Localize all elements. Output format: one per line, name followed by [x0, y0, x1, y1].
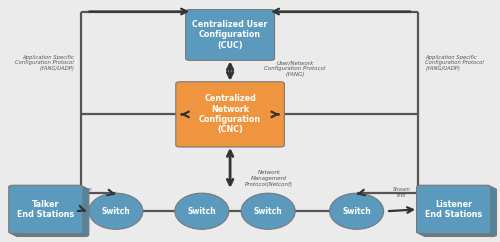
Text: Application Specific
Configuration Protocol
(YANG/UADP): Application Specific Configuration Proto… — [15, 55, 74, 71]
Ellipse shape — [89, 193, 143, 229]
FancyBboxPatch shape — [176, 82, 284, 147]
FancyBboxPatch shape — [12, 187, 86, 235]
Text: Switch: Switch — [342, 207, 371, 216]
Ellipse shape — [175, 193, 229, 229]
Text: Centralized User
Configuration
(CUC): Centralized User Configuration (CUC) — [192, 20, 268, 50]
Text: Application Specific
Configuration Protocol
(YANG/UADP): Application Specific Configuration Proto… — [426, 55, 484, 71]
FancyBboxPatch shape — [186, 10, 274, 60]
FancyBboxPatch shape — [422, 188, 496, 236]
Text: Switch: Switch — [188, 207, 216, 216]
FancyBboxPatch shape — [416, 185, 490, 234]
Text: Listener
End Stations: Listener End Stations — [425, 200, 482, 219]
Ellipse shape — [330, 193, 384, 229]
Text: Centralized
Network
Configuration
(CNC): Centralized Network Configuration (CNC) — [199, 94, 261, 135]
Text: User/Network
Configuration Protocol
(YANG): User/Network Configuration Protocol (YAN… — [264, 60, 326, 77]
Text: Talker
End Stations: Talker End Stations — [17, 200, 74, 219]
Text: Stream
Info: Stream Info — [75, 187, 93, 198]
Ellipse shape — [241, 193, 295, 229]
Text: Switch: Switch — [102, 207, 130, 216]
FancyBboxPatch shape — [9, 185, 83, 234]
FancyBboxPatch shape — [14, 188, 89, 236]
Text: Switch: Switch — [254, 207, 282, 216]
Text: Network
Management
Protocol(Netconf): Network Management Protocol(Netconf) — [245, 170, 293, 187]
Text: Stream
Info: Stream Info — [393, 187, 411, 198]
FancyBboxPatch shape — [420, 187, 494, 235]
